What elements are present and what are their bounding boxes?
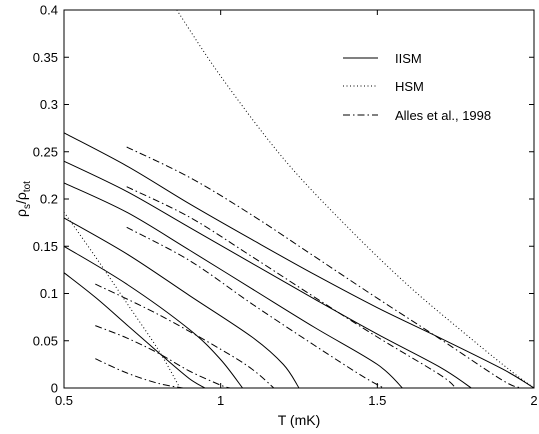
series-iism-4	[63, 217, 300, 389]
series-alles-et-al-1998-9	[126, 146, 522, 389]
series-alles-et-al-1998-14	[95, 358, 184, 389]
series-hsm-7	[176, 9, 535, 389]
x-tick-label-4: 2	[530, 393, 537, 408]
series-layer	[63, 9, 535, 389]
series-alles-et-al-1998-11	[126, 226, 384, 389]
legend-box	[325, 30, 525, 138]
y-tick-label-3: 0.1	[40, 286, 58, 301]
y-axis-label: ρs/ρtot	[13, 181, 33, 217]
series-alles-et-al-1998-12	[95, 283, 275, 389]
series-alles-et-al-1998-10	[126, 186, 457, 389]
tick-layer: 0.5 1 1.5 2 0 0.05 0.1 0.15 0.2 0.25 0.3 0.35 0.4	[33, 3, 538, 409]
x-tick-label-1: 0.5	[55, 393, 73, 408]
y-tick-label-5: 0.2	[40, 192, 58, 207]
x-axis-label: T (mK)	[278, 412, 321, 428]
series-iism-5	[63, 245, 243, 389]
y-tick-label-2: 0.05	[33, 333, 58, 348]
x-tick-label-2: 1	[217, 393, 224, 408]
y-label-rho: ρ	[13, 209, 29, 217]
legend-label-alles: Alles et al., 1998	[395, 108, 491, 123]
series-iism-2	[63, 160, 472, 389]
series-iism-6	[63, 272, 206, 389]
y-label-slash-rho: /ρ	[13, 192, 29, 204]
legend-label-hsm: HSM	[395, 79, 424, 94]
y-tick-label-4: 0.15	[33, 239, 58, 254]
y-tick-label-8: 0.35	[33, 50, 58, 65]
series-iism-3	[63, 182, 403, 389]
y-label-sub-tot: tot	[22, 181, 33, 192]
legend-label-iism: IISM	[395, 51, 422, 66]
series-iism-1	[63, 132, 535, 389]
y-tick-label-7: 0.3	[40, 97, 58, 112]
x-tick-label-3: 1.5	[368, 393, 386, 408]
y-label-sub-s: s	[22, 204, 33, 209]
y-tick-label-6: 0.25	[33, 144, 58, 159]
y-tick-label-9: 0.4	[40, 3, 58, 18]
series-alles-et-al-1998-13	[95, 325, 231, 389]
legend: IISM HSM Alles et al., 1998	[325, 30, 525, 138]
y-tick-label-1: 0	[51, 381, 58, 396]
